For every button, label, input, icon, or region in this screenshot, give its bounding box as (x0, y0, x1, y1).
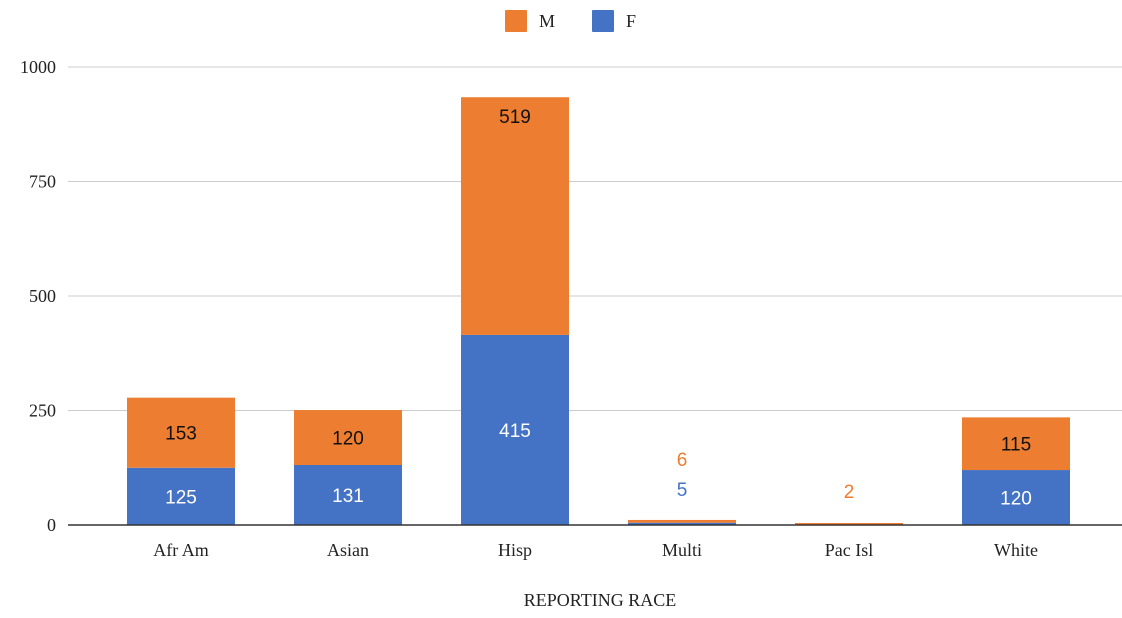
y-tick-label: 250 (29, 401, 56, 421)
bar-segment-m (628, 519, 736, 523)
y-tick-label: 750 (29, 172, 56, 192)
x-axis-title: REPORTING RACE (524, 590, 676, 610)
bar-segment-m (294, 410, 402, 466)
data-label-f: 415 (499, 421, 531, 442)
data-label-m: 120 (332, 429, 364, 450)
legend-label-m: M (539, 11, 555, 31)
data-label-m: 6 (677, 450, 688, 471)
data-label-f: 131 (332, 486, 364, 507)
bar-segment-f (962, 470, 1070, 525)
data-label-m: 153 (165, 424, 197, 445)
data-label-m: 115 (1001, 435, 1031, 456)
data-label-m: 2 (844, 482, 855, 503)
x-tick-label: Pac Isl (825, 540, 874, 560)
bars (127, 97, 1070, 525)
legend-label-f: F (626, 11, 636, 31)
y-tick-label: 0 (47, 515, 56, 535)
legend-swatch-m (505, 10, 527, 32)
data-label-f: 120 (1000, 489, 1032, 510)
x-tick-label: Multi (662, 540, 702, 560)
x-tick-label: White (994, 540, 1038, 560)
x-tick-label: Hisp (498, 540, 532, 560)
x-tick-label: Asian (327, 540, 369, 560)
y-tick-label: 1000 (20, 57, 56, 77)
x-tick-label: Afr Am (153, 540, 209, 560)
data-label-f: 125 (165, 487, 197, 508)
y-tick-label: 500 (29, 286, 56, 306)
bar-segment-f (294, 465, 402, 525)
data-labels: 125 153 131 120 415 519 5 6 2 120 115 (165, 107, 1032, 509)
bar-segment-f (127, 467, 235, 525)
gridlines (68, 66, 1122, 411)
axes: 0 250 500 750 1000 Afr Am Asian Hisp Multi Pac Is… (20, 57, 1122, 560)
bar-segment-f (461, 334, 569, 525)
bar-segment-m (962, 417, 1070, 471)
bar-segment-m (461, 97, 569, 335)
bar-segment-f (628, 522, 736, 525)
data-label-m: 519 (499, 107, 531, 128)
legend-swatch-f (592, 10, 614, 32)
bar-segment-m (795, 523, 903, 525)
data-label-f: 5 (677, 480, 688, 501)
bar-segment-m (127, 397, 235, 468)
